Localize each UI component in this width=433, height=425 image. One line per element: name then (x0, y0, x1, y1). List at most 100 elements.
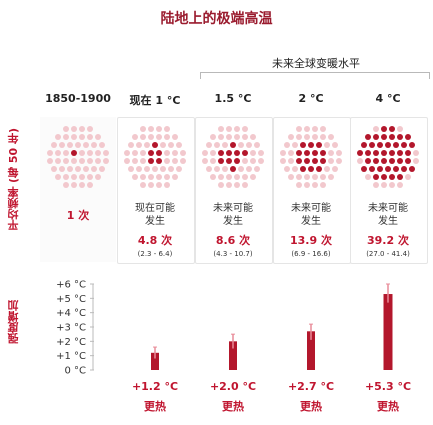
frequency-dot (168, 142, 174, 148)
intensity-value: +5.3 °C (364, 380, 412, 393)
frequency-dot (128, 166, 134, 172)
frequency-dot (365, 150, 371, 156)
frequency-dot (296, 182, 302, 188)
frequency-dot (234, 158, 240, 164)
frequency-dot (214, 142, 220, 148)
frequency-dot (413, 158, 419, 164)
frequency-dot (148, 126, 154, 132)
frequency-dot (140, 174, 146, 180)
frequency-dot (296, 174, 302, 180)
frequency-dot (79, 150, 85, 156)
frequency-dot (401, 166, 407, 172)
frequency-dot (214, 166, 220, 172)
frequency-dot (242, 126, 248, 132)
frequency-dot (172, 150, 178, 156)
frequency-dot (288, 150, 294, 156)
y-tick-label: +2 °C (56, 337, 86, 348)
frequency-dot (242, 158, 248, 164)
frequency-dot (79, 158, 85, 164)
frequency-dot (409, 142, 415, 148)
frequency-dot (218, 158, 224, 164)
frequency-dot (296, 150, 302, 156)
frequency-dot (83, 142, 89, 148)
frequency-dot (365, 134, 371, 140)
frequency-dot (71, 134, 77, 140)
frequency-dot (79, 174, 85, 180)
frequency-dot (91, 142, 97, 148)
frequency-dot (381, 182, 387, 188)
frequency-dot (284, 142, 290, 148)
frequency-dot (128, 142, 134, 148)
frequency-dot (95, 174, 101, 180)
frequency-dot (218, 134, 224, 140)
frequency-dot (397, 150, 403, 156)
frequency-dot (172, 134, 178, 140)
frequency-dot (381, 150, 387, 156)
frequency-dot (87, 174, 93, 180)
frequency-dot (160, 142, 166, 148)
frequency-dot (284, 166, 290, 172)
frequency-dot (316, 142, 322, 148)
column-header: 2 °C (298, 92, 324, 105)
frequency-dot (136, 142, 142, 148)
frequency-dot (381, 126, 387, 132)
frequency-dot (156, 158, 162, 164)
frequency-value: 8.6 次 (215, 234, 251, 247)
future-warming-bracket (200, 72, 430, 79)
frequency-dot (389, 174, 395, 180)
frequency-range: (2.3 - 6.4) (137, 250, 173, 258)
frequency-dot (226, 182, 232, 188)
frequency-dot (361, 142, 367, 148)
frequency-dot (140, 150, 146, 156)
frequency-dot (336, 158, 342, 164)
frequency-dot (103, 150, 109, 156)
frequency-dot (250, 134, 256, 140)
frequency-dot (210, 174, 216, 180)
y-tick-label: +4 °C (56, 308, 86, 319)
frequency-dot (172, 158, 178, 164)
frequency-label: 发生 (378, 216, 398, 227)
frequency-dot (365, 158, 371, 164)
frequency-dot (71, 150, 77, 156)
frequency-dot (156, 182, 162, 188)
frequency-dot (365, 174, 371, 180)
frequency-dot (172, 174, 178, 180)
frequency-dot (210, 158, 216, 164)
frequency-dot (160, 166, 166, 172)
frequency-dot (140, 126, 146, 132)
frequency-dot (320, 174, 326, 180)
frequency-dot (320, 126, 326, 132)
frequency-dot (393, 142, 399, 148)
frequency-dot (132, 134, 138, 140)
frequency-dot (176, 166, 182, 172)
frequency-dot (63, 174, 69, 180)
frequency-dot (405, 158, 411, 164)
frequency-label: 发生 (223, 216, 243, 227)
frequency-dot (148, 158, 154, 164)
frequency-dot (336, 150, 342, 156)
frequency-dot (132, 158, 138, 164)
frequency-dot (67, 142, 73, 148)
frequency-dot (242, 174, 248, 180)
frequency-dot (51, 166, 57, 172)
frequency-dot (99, 142, 105, 148)
frequency-dot (332, 142, 338, 148)
frequency-dot (320, 150, 326, 156)
frequency-dot (288, 134, 294, 140)
frequency-dot (91, 166, 97, 172)
frequency-dot (304, 150, 310, 156)
frequency-dot (132, 174, 138, 180)
frequency-dot (361, 166, 367, 172)
frequency-dot (140, 134, 146, 140)
frequency-dot (87, 182, 93, 188)
frequency-dot (254, 166, 260, 172)
frequency-dot (397, 182, 403, 188)
frequency-dot (103, 158, 109, 164)
frequency-label: 发生 (145, 216, 165, 227)
frequency-dot (401, 142, 407, 148)
frequency-dot (405, 174, 411, 180)
frequency-dot (47, 150, 53, 156)
intensity-value: +1.2 °C (131, 380, 179, 393)
frequency-dot (246, 166, 252, 172)
frequency-dot (312, 158, 318, 164)
